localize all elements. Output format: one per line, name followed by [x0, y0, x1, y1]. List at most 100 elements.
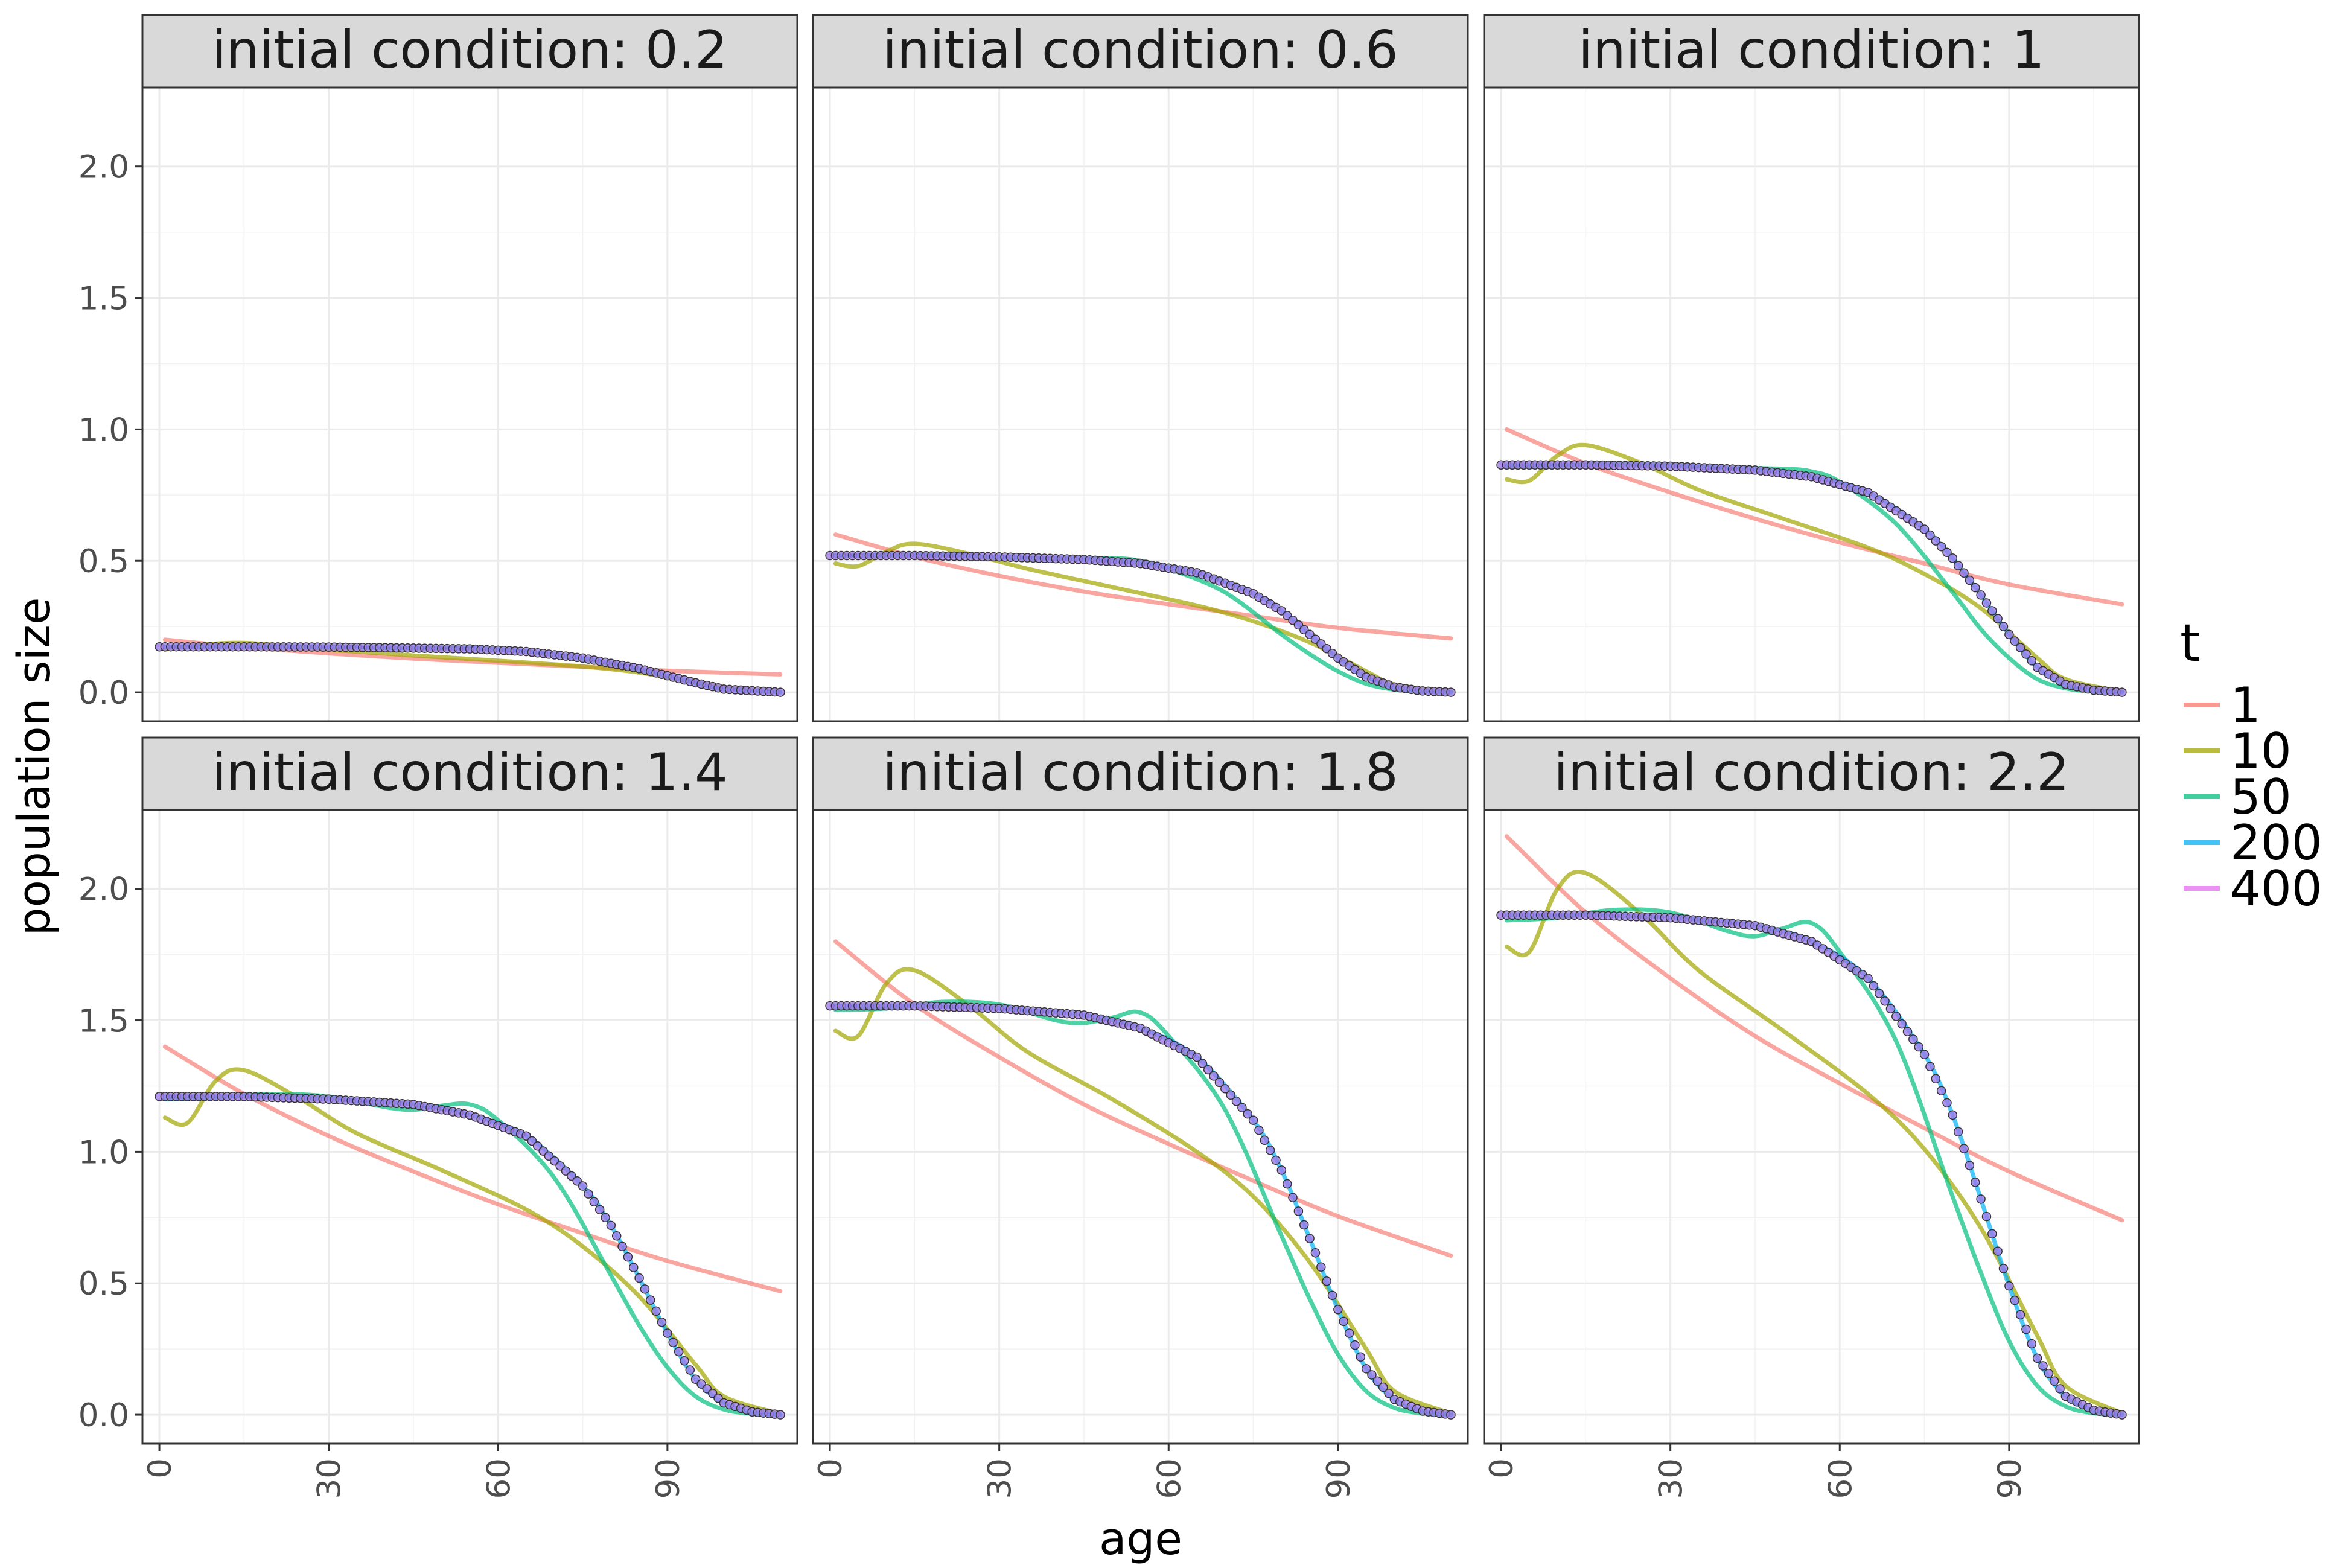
panel-border [1483, 86, 2140, 722]
series-points-t400 [825, 550, 1456, 697]
facet-strip-label: initial condition: 0.6 [882, 20, 1398, 80]
data-point [1953, 1127, 1963, 1137]
data-point [1948, 1110, 1958, 1120]
facet-strip [1483, 14, 2140, 89]
data-point [578, 1181, 588, 1191]
data-point [2015, 1310, 2025, 1320]
data-point [611, 1231, 622, 1241]
data-point [1293, 1206, 1304, 1216]
data-point [2117, 1410, 2127, 1420]
data-point [606, 1220, 616, 1231]
facet-strip [1483, 736, 2140, 811]
data-point [1914, 1042, 1923, 1052]
gridlines [813, 810, 1468, 1444]
data-point [1378, 1382, 1388, 1392]
data-point [617, 1241, 627, 1251]
data-point [1993, 614, 2003, 623]
data-point [1869, 981, 1879, 991]
data-point [1942, 547, 1952, 558]
data-point [1925, 1062, 1935, 1071]
data-point [1981, 1211, 1992, 1222]
data-point [1965, 575, 1975, 585]
data-point [1897, 1019, 1907, 1029]
data-point [1998, 1264, 2009, 1273]
y-tick-label: 0.5 [78, 1266, 129, 1302]
data-point [584, 1189, 593, 1199]
facet-strip [812, 736, 1469, 811]
data-point [1361, 1364, 1371, 1374]
data-point [1220, 1084, 1230, 1094]
x-tick-label: 60 [1822, 1458, 1859, 1499]
data-point [1908, 1034, 1918, 1044]
data-point [1885, 1004, 1896, 1014]
facet-strip-label: initial condition: 0.2 [212, 20, 728, 80]
data-point [1214, 1077, 1225, 1088]
data-point [1936, 1086, 1946, 1096]
data-point [1327, 1290, 1337, 1301]
data-point [2010, 1295, 2019, 1305]
data-point [1919, 524, 1930, 534]
legend-label: 1 [2230, 677, 2261, 733]
data-point [1344, 1328, 1354, 1338]
data-point [1243, 1109, 1252, 1119]
facet-strip [141, 14, 798, 89]
x-tick-label: 0 [812, 1458, 849, 1479]
data-point [2044, 1368, 2054, 1378]
data-point [1367, 1370, 1377, 1380]
facet-strip-label: initial condition: 1.8 [882, 742, 1398, 803]
data-point [674, 1347, 684, 1357]
data-point [1305, 1234, 1315, 1243]
data-point [2027, 1339, 2037, 1349]
data-point [594, 1205, 605, 1214]
facet-strip-label: initial condition: 1.4 [212, 742, 728, 803]
data-point [1976, 1194, 1986, 1204]
data-point [1356, 1352, 1366, 1362]
data-point [1948, 553, 1958, 563]
data-point [2004, 1281, 2014, 1291]
data-point [1446, 1410, 1456, 1420]
legend-item: 10 [2184, 723, 2292, 779]
data-point [2021, 1324, 2031, 1334]
data-point [1874, 989, 1884, 998]
y-tick-label: 1.0 [78, 412, 129, 448]
data-point [776, 687, 785, 697]
data-point [589, 1197, 599, 1206]
data-point [2055, 1384, 2065, 1394]
facet-panel: initial condition: 0.2 [141, 14, 798, 722]
panel-border [141, 86, 798, 722]
y-tick-label: 0.0 [78, 1397, 129, 1434]
x-tick-label: 90 [1321, 1458, 1357, 1499]
y-tick-label: 0.0 [78, 675, 129, 712]
data-point [1965, 1161, 1975, 1170]
panel-background [142, 88, 797, 721]
series-points-t400 [825, 1001, 1456, 1420]
facet-strip-label: initial condition: 1 [1578, 20, 2045, 80]
data-point [1931, 1074, 1941, 1084]
data-point [776, 1410, 785, 1420]
facet-panels: initial condition: 0.2 initial condition:… [141, 14, 2140, 1445]
facet-strip-label: initial condition: 2.2 [1554, 742, 2070, 803]
panel-background [813, 88, 1468, 721]
y-tick-label: 2.0 [78, 872, 129, 908]
data-point [1226, 1090, 1235, 1100]
data-point [2049, 1376, 2059, 1386]
x-tick-label: 0 [142, 1458, 179, 1479]
series-line-t10 [1504, 442, 2124, 694]
data-point [668, 1337, 678, 1348]
data-point [1333, 1305, 1343, 1315]
panel-border [812, 809, 1469, 1445]
data-point [1288, 1193, 1298, 1202]
legend-label: 200 [2230, 815, 2322, 871]
legend-label: 50 [2230, 769, 2292, 825]
data-point [1953, 561, 1963, 570]
data-point [685, 1365, 695, 1375]
legend-item: 1 [2184, 677, 2261, 733]
panel-background [1484, 88, 2139, 721]
data-point [1276, 1165, 1287, 1175]
data-point [1231, 1096, 1241, 1106]
gridlines [813, 88, 1468, 721]
data-point [1919, 1050, 1930, 1059]
